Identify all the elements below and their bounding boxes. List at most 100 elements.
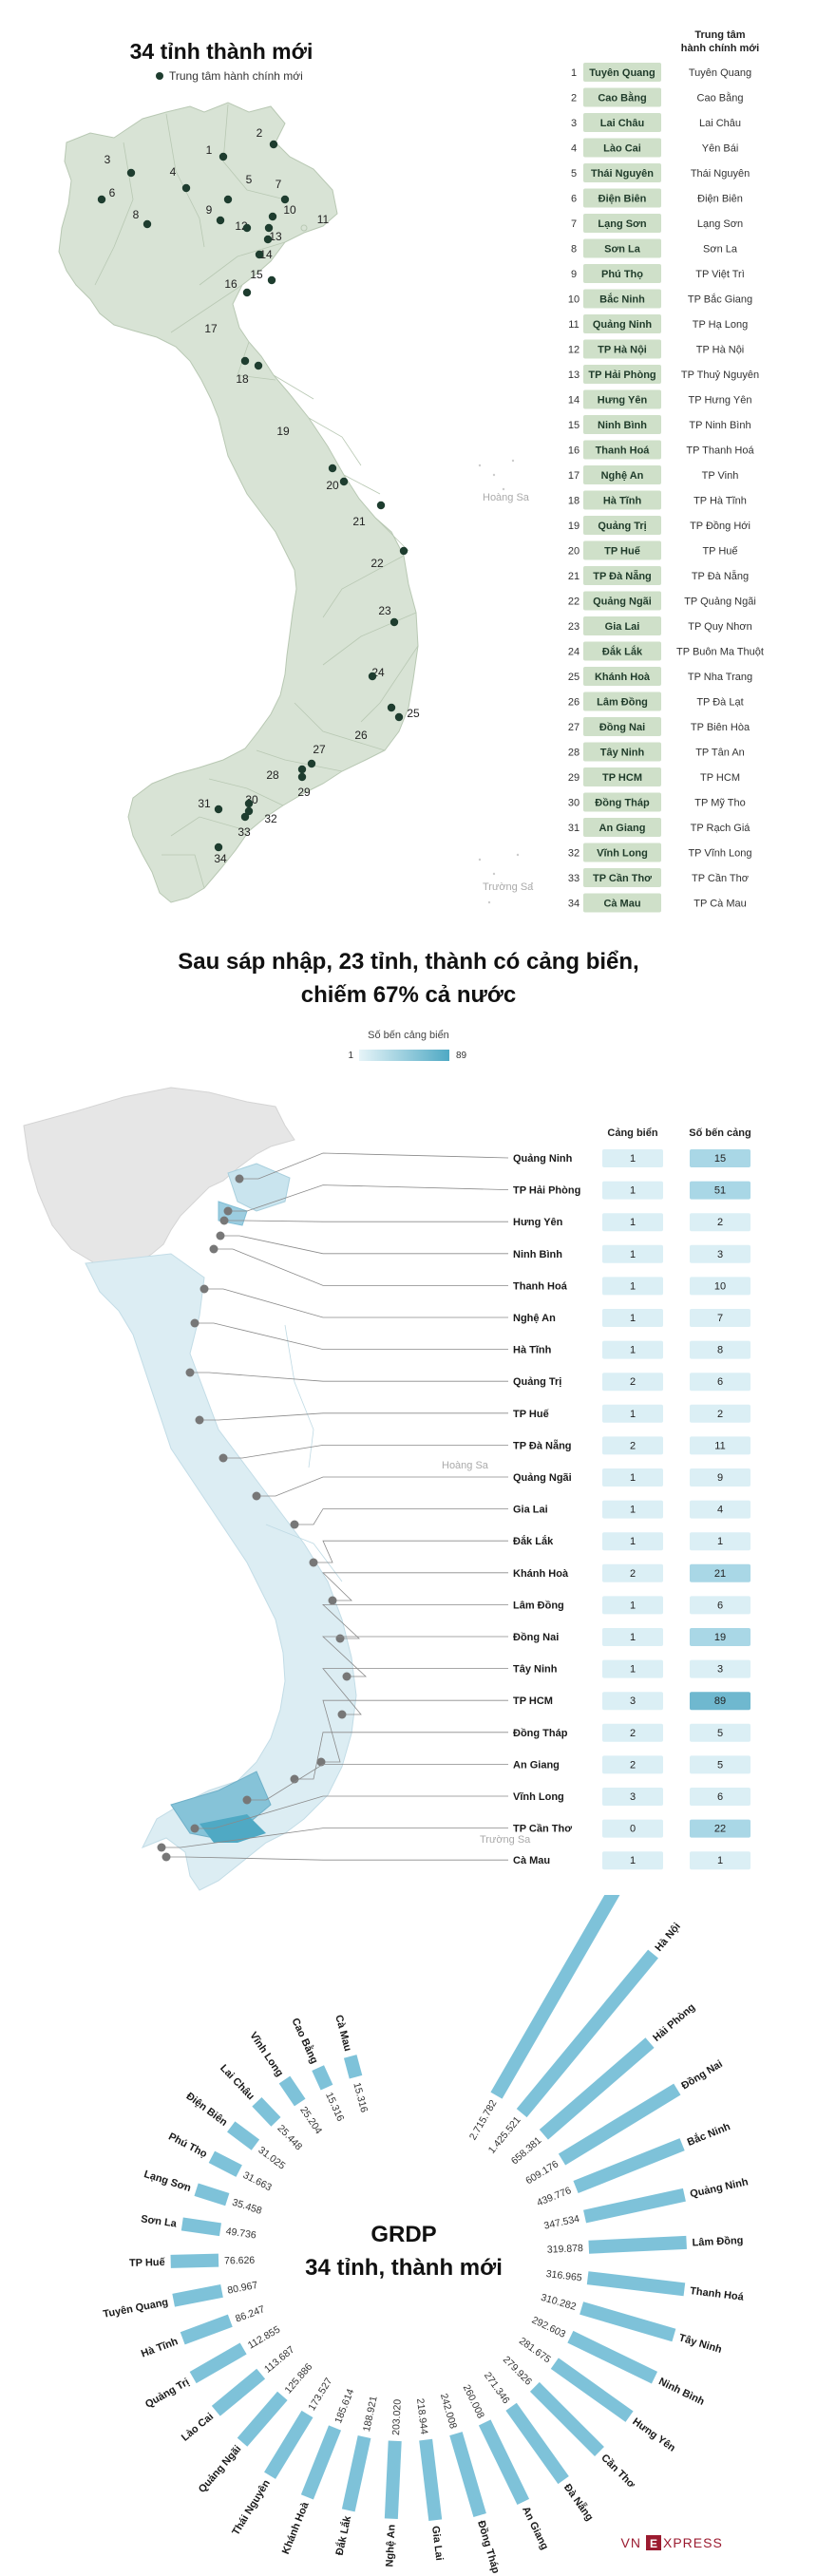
grdp-bar — [194, 2183, 230, 2207]
admin-center-dot — [218, 152, 228, 161]
province-badge — [583, 490, 661, 510]
province-index: 23 — [568, 621, 580, 633]
sea-label-hoangsa-2: Hoàng Sa — [442, 1460, 489, 1471]
port-location-dot — [195, 1415, 204, 1425]
grdp-category-label: Đắk Lắk — [333, 2514, 354, 2557]
port-location-dot — [157, 1843, 166, 1852]
berths-badge — [690, 1309, 750, 1327]
svg-text:E: E — [650, 2537, 657, 2550]
grdp-bar — [529, 2381, 604, 2456]
province-index: 28 — [568, 748, 580, 759]
province-index: 7 — [571, 218, 577, 230]
province-name: TP HCM — [602, 772, 642, 784]
berths-badge — [690, 1819, 750, 1838]
grdp-value-label: 25.204 — [297, 2105, 324, 2136]
province-name: TP Cần Thơ — [593, 873, 652, 884]
province-badge — [583, 742, 661, 762]
grdp-bar-group: 15.316 Cà Mau — [332, 2014, 370, 2113]
leader-line — [195, 1795, 508, 1829]
province-badge — [583, 516, 661, 535]
leader-line — [321, 1604, 508, 1639]
port-province-name: Quảng Ngãi — [513, 1472, 572, 1484]
grdp-category-label: Ninh Bình — [656, 2376, 706, 2408]
admin-center-dot — [240, 356, 250, 366]
grdp-bar-group: 310.282 Tây Ninh — [540, 2292, 723, 2356]
grdp-category-label: Cần Thơ — [598, 2453, 636, 2491]
province-index: 20 — [568, 546, 580, 558]
province-index: 22 — [568, 597, 580, 608]
grdp-value-label: 203.020 — [390, 2398, 404, 2435]
admin-center-dot — [328, 464, 337, 473]
berths-value: 22 — [714, 1824, 726, 1835]
grdp-category-label: Quảng Trị — [143, 2377, 191, 2411]
port-location-dot — [290, 1520, 299, 1529]
province-center: TP Vinh — [702, 470, 739, 482]
ports-value: 2 — [630, 1759, 636, 1771]
grdp-bar — [586, 2271, 686, 2297]
province-center: TP Hạ Long — [693, 319, 749, 331]
ports-badge — [602, 1309, 663, 1327]
grdp-value-label: 173.527 — [306, 2376, 334, 2413]
map-province-label: 18 — [236, 372, 249, 386]
grdp-category-label: Quảng Ngãi — [197, 2443, 243, 2495]
vietnam-map: Hoàng Sa Trường Sa — [58, 102, 534, 904]
page-title: 34 tỉnh thành mới — [130, 39, 314, 64]
leader-line — [322, 1572, 508, 1601]
province-name: Sơn La — [604, 244, 641, 256]
berths-value: 19 — [714, 1632, 726, 1643]
col-berths-header: Số bến cảng — [689, 1127, 750, 1139]
grdp-value-label: 31.025 — [256, 2145, 288, 2172]
map-province-label: 27 — [313, 743, 326, 756]
grdp-bar — [312, 2065, 333, 2091]
grdp-category-label: Vĩnh Long — [247, 2030, 285, 2078]
grdp-category-label: Tuyên Quang — [103, 2297, 169, 2320]
leader-line — [294, 1508, 508, 1525]
province-center: TP Đà Lạt — [696, 697, 743, 709]
port-location-dot — [219, 1216, 229, 1225]
brand-logo: E VN XPRESS — [621, 2535, 722, 2550]
grdp-bar — [384, 2440, 402, 2520]
port-location-dot — [342, 1672, 352, 1681]
ports-value: 1 — [630, 1664, 636, 1676]
map-province-label: 9 — [206, 203, 213, 217]
province-name: Hà Tĩnh — [603, 496, 642, 507]
province-badge — [583, 792, 661, 812]
province-badge — [583, 717, 661, 736]
province-center: TP Đà Nẵng — [692, 570, 749, 582]
leader-line — [162, 1828, 508, 1848]
berths-badge — [690, 1468, 750, 1487]
grdp-bar — [343, 2055, 363, 2079]
ports-value: 1 — [630, 1632, 636, 1643]
berths-value: 10 — [714, 1280, 726, 1292]
map-province-label: 21 — [352, 515, 366, 528]
leader-line — [195, 1322, 508, 1351]
col-ports-header: Cảng biển — [607, 1127, 657, 1139]
ports-value: 1 — [630, 1280, 636, 1292]
province-name: TP Đà Nẵng — [593, 570, 652, 582]
grdp-bar — [567, 2330, 658, 2384]
berths-value: 3 — [717, 1249, 723, 1260]
grdp-value-label: 260.008 — [461, 2383, 486, 2421]
port-province-name: Lâm Đồng — [513, 1600, 564, 1611]
province-badge — [583, 264, 661, 283]
grdp-value-label: 292.603 — [530, 2314, 568, 2339]
province-center: TP Đồng Hới — [690, 521, 750, 532]
province-badge — [583, 289, 661, 309]
province-badge — [583, 188, 661, 208]
map-province-label: 16 — [224, 277, 238, 291]
province-center: Điện Biên — [697, 194, 743, 205]
admin-center-dot — [394, 712, 404, 722]
port-province-name: TP Hải Phòng — [513, 1185, 580, 1197]
admin-center-dot — [255, 250, 264, 259]
map-province-label: 8 — [133, 208, 140, 221]
berths-value: 89 — [714, 1695, 726, 1707]
ports-badge — [602, 1628, 663, 1646]
grdp-category-label: Lạng Sơn — [142, 2169, 193, 2194]
admin-center-dot — [267, 275, 276, 285]
grdp-value-label: 279.926 — [501, 2354, 534, 2387]
map-province-label: 34 — [214, 852, 227, 865]
port-province-name: Quảng Ninh — [513, 1153, 573, 1165]
coastal-region — [85, 1253, 357, 1891]
grdp-bar — [419, 2438, 443, 2522]
province-name: Tuyên Quang — [589, 67, 655, 79]
